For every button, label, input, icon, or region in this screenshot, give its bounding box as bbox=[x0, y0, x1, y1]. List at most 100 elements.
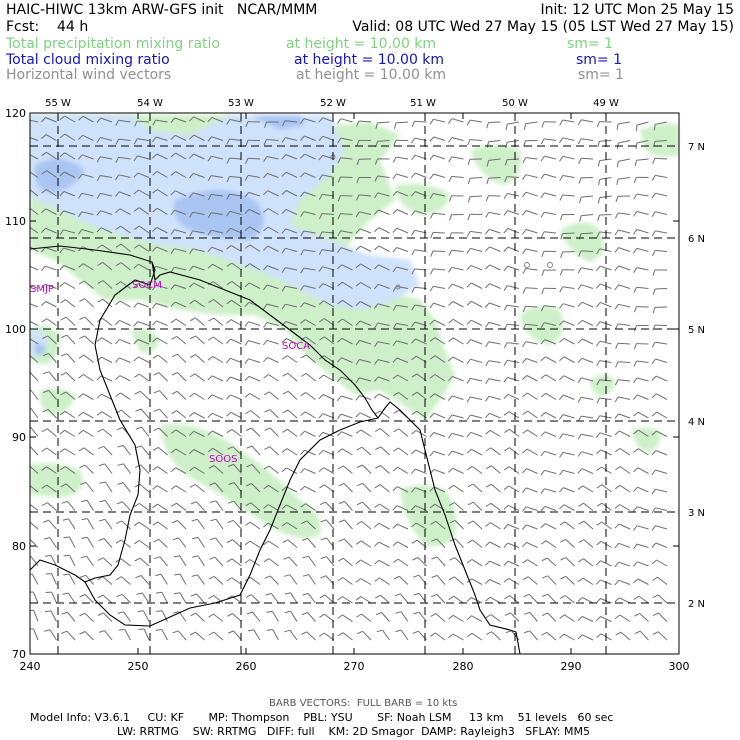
wind-barb bbox=[46, 189, 57, 197]
wind-barb bbox=[343, 557, 353, 567]
wind-barb bbox=[544, 192, 557, 197]
wind-barb bbox=[137, 302, 150, 308]
wind-barb bbox=[618, 542, 631, 548]
wind-barb-feather bbox=[99, 481, 106, 484]
wind-barb bbox=[433, 154, 446, 160]
wind-barb bbox=[432, 268, 446, 271]
wind-barb-feather bbox=[59, 115, 65, 121]
wind-barb bbox=[601, 502, 612, 511]
wind-barb-feather bbox=[633, 486, 638, 492]
wind-barb-feather bbox=[153, 538, 159, 543]
wind-barb bbox=[377, 121, 390, 124]
wind-barb-feather bbox=[577, 377, 582, 383]
wind-barb bbox=[230, 227, 242, 234]
wind-barb bbox=[45, 301, 57, 308]
wind-barb bbox=[360, 263, 372, 271]
wind-barb bbox=[45, 208, 57, 215]
wind-barb-feather bbox=[318, 449, 324, 456]
wind-barb bbox=[304, 172, 316, 178]
wind-barb-feather bbox=[78, 154, 83, 160]
wind-barb bbox=[637, 578, 649, 585]
wind-barb bbox=[396, 340, 409, 345]
wind-barb-feather bbox=[596, 466, 602, 472]
wind-barb bbox=[397, 541, 409, 548]
wind-barb-feather bbox=[281, 190, 287, 195]
wind-barb-feather bbox=[577, 597, 583, 602]
wind-barb-feather bbox=[559, 303, 564, 309]
wind-barb bbox=[140, 408, 150, 419]
wind-barb bbox=[600, 301, 612, 308]
wind-barb bbox=[618, 121, 631, 125]
wind-barb-feather bbox=[355, 301, 361, 306]
wind-barb-feather bbox=[522, 410, 528, 416]
wind-barb-feather bbox=[263, 139, 267, 146]
wind-barb bbox=[525, 341, 538, 345]
wind-barb bbox=[415, 522, 427, 530]
wind-barb bbox=[343, 538, 353, 548]
wind-barb bbox=[307, 538, 316, 548]
wind-barb bbox=[30, 538, 39, 548]
wind-barb-feather bbox=[449, 214, 452, 221]
wind-barb bbox=[599, 340, 612, 345]
wind-barb bbox=[525, 121, 538, 125]
wind-barb bbox=[525, 268, 538, 271]
wind-barb bbox=[451, 395, 464, 400]
wind-barb bbox=[290, 592, 298, 604]
wind-barb-feather bbox=[302, 574, 309, 577]
wind-barb-feather bbox=[633, 193, 638, 200]
wind-barb-feather bbox=[171, 520, 178, 524]
wind-barb-feather bbox=[357, 482, 363, 487]
wind-barb-feather bbox=[173, 555, 180, 558]
wind-barb bbox=[174, 209, 187, 215]
wind-barb-feather bbox=[300, 285, 305, 291]
wind-barb-feather bbox=[263, 540, 269, 546]
wind-barb bbox=[544, 211, 557, 215]
wind-barb bbox=[544, 505, 557, 511]
wind-barb bbox=[340, 230, 353, 234]
wind-barb-feather bbox=[97, 557, 104, 561]
wind-barb-feather bbox=[97, 261, 103, 266]
wind-barb bbox=[620, 631, 631, 641]
station-label-soca: SOCA bbox=[282, 341, 310, 352]
wind-barb-feather bbox=[522, 174, 527, 180]
wind-barb bbox=[395, 121, 409, 124]
wind-barb-feather bbox=[522, 524, 527, 530]
wind-barb bbox=[136, 120, 150, 123]
wind-barb-feather bbox=[97, 298, 104, 303]
wind-barb-feather bbox=[632, 525, 638, 531]
wind-barb-feather bbox=[78, 374, 84, 379]
x-tick-label: 260 bbox=[236, 660, 257, 673]
wind-barb bbox=[547, 612, 557, 622]
wind-barb bbox=[156, 320, 168, 326]
wind-barb bbox=[30, 284, 39, 289]
wind-barb-feather bbox=[59, 191, 65, 197]
wind-barb bbox=[161, 592, 168, 604]
wind-barb bbox=[174, 117, 187, 123]
wind-barb-feather bbox=[559, 269, 563, 276]
wind-barb bbox=[232, 539, 242, 548]
wind-barb bbox=[102, 298, 113, 308]
wind-barb bbox=[304, 135, 316, 141]
wind-barb-feather bbox=[24, 446, 30, 448]
wind-barb-feather bbox=[245, 158, 249, 164]
wind-barb bbox=[470, 264, 483, 271]
wind-barb-feather bbox=[448, 576, 455, 581]
wind-barb bbox=[398, 447, 409, 456]
wind-barb bbox=[342, 596, 353, 604]
wind-barb bbox=[83, 447, 94, 456]
wind-barb bbox=[451, 414, 464, 419]
wind-barb bbox=[377, 359, 390, 363]
legend-cloud-name: Total cloud mixing ratio bbox=[6, 52, 170, 68]
wind-barb-feather bbox=[522, 157, 527, 164]
wind-barb-feather bbox=[633, 506, 638, 512]
wind-barb bbox=[436, 594, 446, 604]
wind-barb bbox=[137, 283, 150, 289]
wind-barb-feather bbox=[337, 448, 343, 453]
wind-barb bbox=[118, 156, 131, 160]
wind-barb bbox=[176, 410, 187, 419]
wind-barb bbox=[51, 573, 57, 585]
wind-barb bbox=[599, 397, 612, 400]
wind-barb-feather bbox=[392, 340, 397, 347]
wind-barb bbox=[544, 173, 557, 178]
wind-barb-feather bbox=[431, 538, 437, 542]
